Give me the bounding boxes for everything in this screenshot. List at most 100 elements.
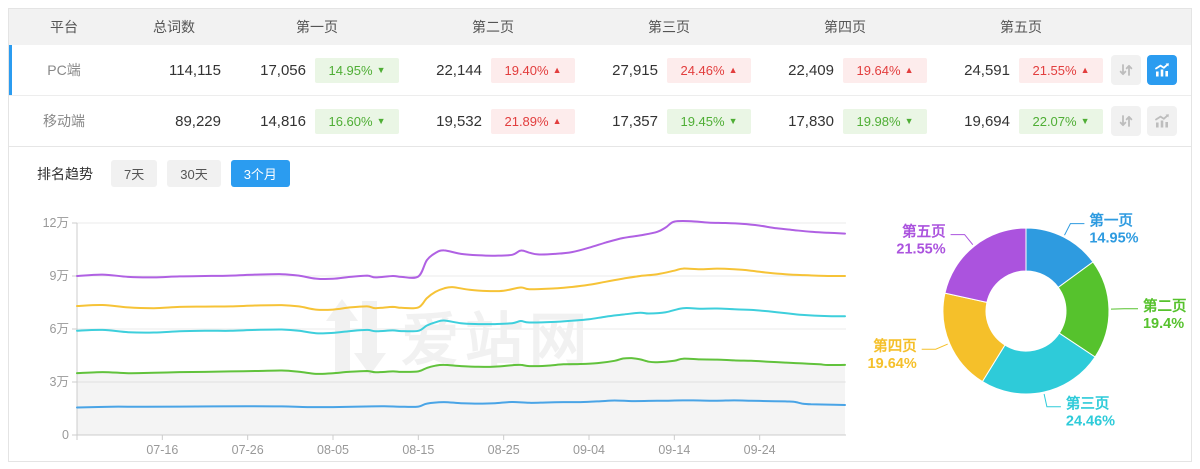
- sort-arrows-icon: [1119, 115, 1133, 127]
- donut-label-page-2: 第二页: [1143, 297, 1187, 315]
- page-2-cell: 19,532 21.89% ▲: [405, 108, 581, 134]
- platform-label: 移动端: [43, 113, 85, 129]
- series-line-page-2: [76, 357, 846, 375]
- row-actions: [1109, 55, 1191, 85]
- range-tab-30天[interactable]: 30天: [167, 160, 221, 187]
- charts-area: 爱站网 12万 9万 6万 3万 0 07-16 07-26 08-05 08-15 08-25 09…: [9, 197, 1191, 469]
- trend-chart-icon: [1155, 63, 1169, 77]
- donut-leader-page-5: [950, 234, 974, 246]
- page-3-change-badge: 24.46% ▲: [667, 57, 751, 83]
- page-5-count: 24,591: [964, 61, 1010, 79]
- watermark-text: 爱站网: [401, 308, 593, 373]
- series-line-page-4: [76, 267, 846, 311]
- y-tick-label: 0: [62, 428, 69, 442]
- trend-title: 排名趋势: [37, 165, 93, 182]
- platform-label: PC端: [47, 62, 81, 78]
- donut-slice-page-3: [981, 332, 1096, 395]
- x-tick-label: 09-24: [744, 443, 776, 457]
- table-row-mobile[interactable]: 移动端 89,229 14,816 16.60% ▼ 19,532 21.89% ▲…: [9, 95, 1191, 146]
- page-5-cell: 19,694 22.07% ▼: [933, 108, 1109, 134]
- trend-chart-canvas: 爱站网 12万 9万 6万 3万 0 07-16 07-26 08-05 08-15 08-25 09…: [43, 212, 1187, 457]
- y-tick-label: 6万: [50, 322, 69, 336]
- page-5-count: 19,694: [964, 112, 1010, 130]
- page-1-count: 17,056: [260, 61, 306, 79]
- x-tick-label: 07-16: [146, 443, 178, 457]
- x-tick-label: 07-26: [232, 443, 264, 457]
- table-row-pc[interactable]: PC端 114,115 17,056 14.95% ▼ 22,144 19.40%…: [9, 45, 1191, 95]
- page-1-cell: 14,816 16.60% ▼: [229, 108, 405, 134]
- page-1-count: 14,816: [260, 112, 306, 130]
- page-1-cell: 17,056 14.95% ▼: [229, 57, 405, 83]
- donut-pct-page-1: 14.95%: [1089, 231, 1138, 247]
- series-line-page-3: [76, 307, 846, 335]
- page-3-count: 17,357: [612, 112, 658, 130]
- page-2-count: 19,532: [436, 112, 482, 130]
- col-header-platform: 平台: [50, 19, 78, 35]
- row-actions: [1109, 106, 1191, 136]
- series-line-page-1: [76, 399, 846, 409]
- col-header-page-2: 第二页: [472, 19, 514, 35]
- page-5-change-badge: 22.07% ▼: [1019, 108, 1103, 134]
- trend-toolbar: 排名趋势 7天 30天 3个月: [9, 147, 1191, 197]
- page-4-count: 17,830: [788, 112, 834, 130]
- table-header: 平台 总词数 第一页 第二页 第三页 第四页 第五页: [9, 9, 1191, 45]
- page-3-cell: 17,357 19.45% ▼: [581, 108, 757, 134]
- page-2-cell: 22,144 19.40% ▲: [405, 57, 581, 83]
- page-4-change-badge: 19.64% ▲: [843, 57, 927, 83]
- donut-pct-page-3: 24.46%: [1066, 414, 1115, 430]
- page-3-count: 27,915: [612, 61, 658, 79]
- total-words-value: 114,115: [169, 61, 221, 79]
- area-fill: [77, 358, 845, 435]
- series-line-page-5: [76, 219, 846, 281]
- col-header-page-5: 第五页: [1000, 19, 1042, 35]
- keyword-rank-panel: 平台 总词数 第一页 第二页 第三页 第四页 第五页 PC端 114,115 1…: [8, 8, 1192, 462]
- donut-pct-page-2: 19.4%: [1143, 316, 1184, 332]
- donut-label-page-4: 第四页: [873, 337, 917, 355]
- page-2-count: 22,144: [436, 61, 482, 79]
- y-tick-label: 12万: [43, 216, 69, 230]
- page-2-change-badge: 19.40% ▲: [491, 57, 575, 83]
- x-tick-label: 09-14: [658, 443, 690, 457]
- page-3-cell: 27,915 24.46% ▲: [581, 57, 757, 83]
- trend-chart-button[interactable]: [1147, 106, 1177, 136]
- col-header-page-1: 第一页: [296, 19, 338, 35]
- donut-leader-page-3: [1043, 393, 1061, 408]
- x-tick-label: 09-04: [573, 443, 605, 457]
- range-tab-3个月[interactable]: 3个月: [230, 160, 290, 187]
- donut-slice-page-5: [944, 227, 1027, 303]
- page-1-change-badge: 14.95% ▼: [315, 57, 399, 83]
- y-tick-label: 9万: [50, 269, 69, 283]
- total-words-value: 89,229: [175, 112, 221, 130]
- page-5-change-badge: 21.55% ▲: [1019, 57, 1103, 83]
- donut-label-page-3: 第三页: [1066, 395, 1110, 413]
- donut-pct-page-4: 19.64%: [868, 356, 917, 372]
- page-2-change-badge: 21.89% ▲: [491, 108, 575, 134]
- page-4-cell: 22,409 19.64% ▲: [757, 57, 933, 83]
- donut-leader-page-1: [1064, 223, 1085, 236]
- sort-arrows-button[interactable]: [1111, 106, 1141, 136]
- y-tick-label: 3万: [50, 375, 69, 389]
- aizhan-watermark-logo: 爱站网: [326, 299, 593, 375]
- x-tick-label: 08-25: [488, 443, 520, 457]
- range-tab-7天[interactable]: 7天: [111, 160, 158, 187]
- col-header-page-3: 第三页: [648, 19, 690, 35]
- sort-arrows-button[interactable]: [1111, 55, 1141, 85]
- range-tabs: 7天 30天 3个月: [111, 160, 290, 187]
- trend-section: 排名趋势 7天 30天 3个月 爱站网 12万 9万 6万 3万 0 07-16 07-26 08-…: [9, 146, 1191, 469]
- trend-chart-icon: [1155, 114, 1169, 128]
- donut-label-page-1: 第一页: [1089, 212, 1133, 230]
- page-4-cell: 17,830 19.98% ▼: [757, 108, 933, 134]
- col-header-page-4: 第四页: [824, 19, 866, 35]
- page-3-change-badge: 19.45% ▼: [667, 108, 751, 134]
- col-header-total-words: 总词数: [153, 19, 195, 35]
- page-1-change-badge: 16.60% ▼: [315, 108, 399, 134]
- donut-pct-page-5: 21.55%: [896, 242, 945, 258]
- x-tick-label: 08-15: [402, 443, 434, 457]
- x-tick-label: 08-05: [317, 443, 349, 457]
- donut-label-page-5: 第五页: [902, 223, 946, 241]
- page-5-cell: 24,591 21.55% ▲: [933, 57, 1109, 83]
- page-4-count: 22,409: [788, 61, 834, 79]
- donut-leader-page-4: [921, 343, 948, 350]
- sort-arrows-icon: [1119, 64, 1133, 76]
- trend-chart-button[interactable]: [1147, 55, 1177, 85]
